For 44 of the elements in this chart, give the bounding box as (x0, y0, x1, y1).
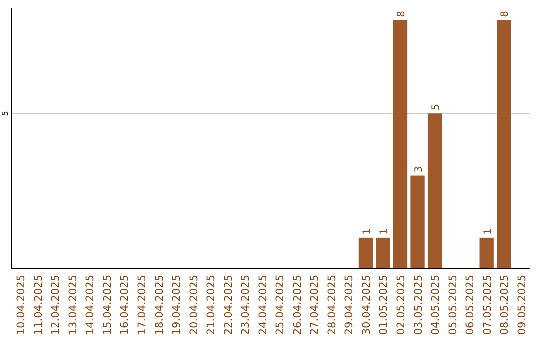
x-tick-label: 23.04.2025 (240, 275, 252, 336)
data-label: 1 (379, 228, 390, 235)
x-tick-label: 09.05.2025 (516, 275, 528, 336)
x-tick-label: 18.04.2025 (154, 275, 166, 336)
x-tick-label: 04.05.2025 (430, 275, 442, 336)
x-tick-label: 15.04.2025 (102, 275, 114, 336)
x-tick-label: 29.04.2025 (344, 275, 356, 336)
bar (480, 238, 494, 269)
x-tick-label: 13.04.2025 (67, 275, 80, 336)
x-tick-label: 07.05.2025 (482, 275, 494, 336)
x-tick-label: 21.04.2025 (206, 275, 218, 336)
x-tick-label: 11.04.2025 (32, 275, 45, 336)
x-tick-label: 17.04.2025 (136, 275, 148, 336)
data-label: 1 (362, 228, 373, 235)
bar (393, 20, 408, 269)
bar (497, 20, 512, 269)
data-label: 5 (431, 104, 442, 111)
bar (358, 238, 374, 269)
x-tick-label: 14.04.2025 (84, 275, 97, 336)
data-label: 8 (500, 11, 512, 18)
bar (376, 238, 390, 269)
bar (410, 176, 425, 269)
data-label: 8 (396, 11, 408, 18)
x-tick-label: 22.04.2025 (222, 275, 235, 336)
bar (428, 114, 442, 269)
x-tick-label: 02.05.2025 (396, 275, 408, 336)
x-tick-label: 30.04.2025 (360, 275, 373, 336)
x-tick-label: 03.05.2025 (412, 275, 425, 336)
x-tick-label: 20.04.2025 (188, 275, 200, 336)
x-tick-label: 12.04.2025 (50, 275, 62, 336)
data-label: 1 (482, 228, 494, 235)
x-tick-label: 24.04.2025 (257, 275, 270, 336)
x-tick-label: 26.04.2025 (292, 275, 304, 336)
x-tick-label: 08.05.2025 (499, 275, 512, 336)
x-tick-label: 27.04.2025 (309, 275, 322, 336)
data-label: 3 (414, 166, 425, 173)
x-tick-label: 25.04.2025 (274, 275, 287, 336)
x-tick-label: 19.04.2025 (171, 275, 184, 336)
x-tick-label: 06.05.2025 (464, 275, 477, 336)
x-tick-label: 16.04.2025 (119, 275, 132, 336)
x-tick-label: 28.04.2025 (326, 275, 338, 336)
x-tick-label: 05.05.2025 (447, 275, 460, 336)
x-tick-label: 01.05.2025 (378, 275, 390, 336)
x-tick-label: 10.04.2025 (16, 275, 28, 336)
